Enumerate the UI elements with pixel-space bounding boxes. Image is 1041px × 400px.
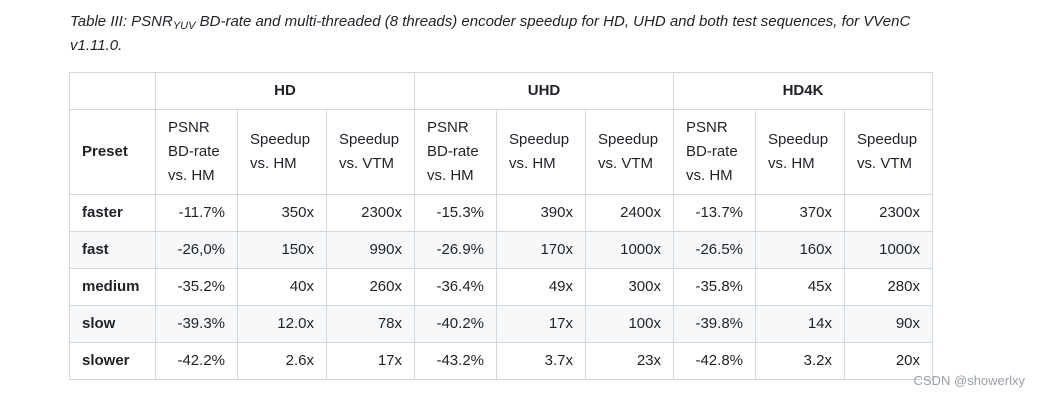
table-cell: -35.8% (673, 268, 756, 306)
table-cell: 49x (496, 268, 586, 306)
group-header-row: HD UHD HD4K (69, 72, 933, 110)
table-cell: 1000x (844, 231, 933, 269)
column-header-speedup-vtm: Speedup vs. VTM (585, 109, 674, 195)
group-header-hd: HD (155, 72, 415, 110)
preset-name: medium (69, 268, 156, 306)
table-cell: 2300x (844, 194, 933, 232)
column-header-speedup-hm: Speedup vs. HM (496, 109, 586, 195)
table-cell: -36.4% (414, 268, 497, 306)
table-cell: 20x (844, 342, 933, 380)
caption-prefix: Table III: PSNR (70, 13, 173, 30)
table-cell: 1000x (585, 231, 674, 269)
table-cell: 2300x (326, 194, 415, 232)
table-cell: -42.2% (155, 342, 238, 380)
table-row: faster -11.7% 350x 2300x -15.3% 390x 240… (69, 194, 933, 232)
table-cell: -39.3% (155, 305, 238, 343)
table-cell: 17x (496, 305, 586, 343)
column-header-bdrate: PSNR BD-rate vs. HM (673, 109, 756, 195)
column-header-bdrate: PSNR BD-rate vs. HM (414, 109, 497, 195)
preset-name: fast (69, 231, 156, 269)
table-cell: -39.8% (673, 305, 756, 343)
table-cell: 12.0x (237, 305, 327, 343)
table-row: slower -42.2% 2.6x 17x -43.2% 3.7x 23x -… (69, 342, 933, 380)
table-cell: -11.7% (155, 194, 238, 232)
table-row: medium -35.2% 40x 260x -36.4% 49x 300x -… (69, 268, 933, 306)
table-row: fast -26,0% 150x 990x -26.9% 170x 1000x … (69, 231, 933, 269)
empty-corner-cell (69, 72, 156, 110)
table-cell: 150x (237, 231, 327, 269)
table-cell: -40.2% (414, 305, 497, 343)
column-header-speedup-hm: Speedup vs. HM (237, 109, 327, 195)
table-cell: 14x (755, 305, 845, 343)
table-cell: 390x (496, 194, 586, 232)
column-header-row: Preset PSNR BD-rate vs. HM Speedup vs. H… (69, 109, 933, 195)
table-cell: 2.6x (237, 342, 327, 380)
preset-header: Preset (69, 109, 156, 195)
preset-name: slow (69, 305, 156, 343)
table-cell: 40x (237, 268, 327, 306)
table-cell: -35.2% (155, 268, 238, 306)
table-cell: -26.5% (673, 231, 756, 269)
table-cell: 160x (755, 231, 845, 269)
watermark: CSDN @showerlxy (913, 373, 1025, 388)
table-cell: 370x (755, 194, 845, 232)
table-cell: -26.9% (414, 231, 497, 269)
preset-name: slower (69, 342, 156, 380)
table-cell: 990x (326, 231, 415, 269)
column-header-bdrate: PSNR BD-rate vs. HM (155, 109, 238, 195)
table-cell: 17x (326, 342, 415, 380)
table-cell: 350x (237, 194, 327, 232)
column-header-speedup-hm: Speedup vs. HM (755, 109, 845, 195)
column-header-speedup-vtm: Speedup vs. VTM (844, 109, 933, 195)
column-header-speedup-vtm: Speedup vs. VTM (326, 109, 415, 195)
table-cell: -42.8% (673, 342, 756, 380)
caption-suffix: BD-rate and multi-threaded (8 threads) e… (70, 13, 911, 54)
table-cell: 3.2x (755, 342, 845, 380)
table-cell: 300x (585, 268, 674, 306)
table-cell: 45x (755, 268, 845, 306)
table-cell: -15.3% (414, 194, 497, 232)
table-cell: -26,0% (155, 231, 238, 269)
preset-name: faster (69, 194, 156, 232)
table-cell: 2400x (585, 194, 674, 232)
table-cell: -13.7% (673, 194, 756, 232)
table-cell: 280x (844, 268, 933, 306)
table-caption: Table III: PSNRYUV BD-rate and multi-thr… (70, 10, 950, 58)
group-header-hd4k: HD4K (673, 72, 933, 110)
caption-subscript: YUV (172, 20, 196, 32)
table-cell: 100x (585, 305, 674, 343)
table-cell: 170x (496, 231, 586, 269)
group-header-uhd: UHD (414, 72, 674, 110)
table-cell: 78x (326, 305, 415, 343)
table-cell: 23x (585, 342, 674, 380)
table-row: slow -39.3% 12.0x 78x -40.2% 17x 100x -3… (69, 305, 933, 343)
table-cell: 260x (326, 268, 415, 306)
results-table: HD UHD HD4K Preset PSNR BD-rate vs. HM S… (69, 72, 933, 380)
table-cell: 3.7x (496, 342, 586, 380)
table-cell: 90x (844, 305, 933, 343)
table-cell: -43.2% (414, 342, 497, 380)
